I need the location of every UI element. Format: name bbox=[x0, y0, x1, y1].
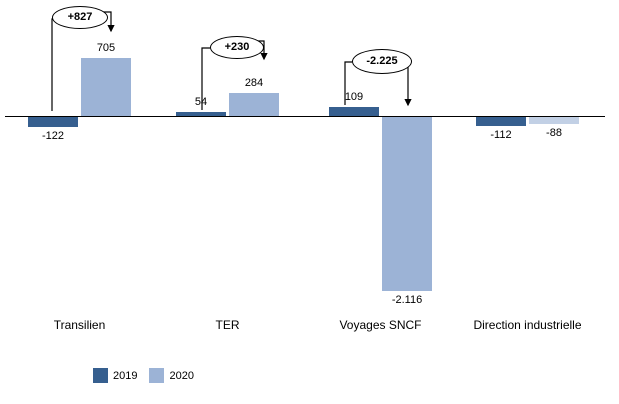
legend-label-2020: 2020 bbox=[169, 369, 194, 382]
value-label-2020-direction-industrielle: -88 bbox=[546, 127, 562, 140]
bar-2019-voyages-sncf bbox=[329, 107, 379, 116]
category-label-transilien: Transilien bbox=[53, 318, 106, 332]
value-label-2019-voyages-sncf: 109 bbox=[344, 91, 364, 104]
legend-swatch-2019 bbox=[93, 368, 108, 383]
bar-2019-ter bbox=[176, 111, 226, 116]
legend-swatch-2020 bbox=[149, 368, 165, 383]
bar-2020-direction-industrielle bbox=[529, 117, 579, 125]
category-label-ter: TER bbox=[215, 318, 240, 332]
value-label-2020-transilien: 705 bbox=[96, 42, 116, 55]
value-label-2020-voyages-sncf: -2.116 bbox=[391, 293, 423, 306]
legend-item-2020: 2020 bbox=[149, 368, 194, 383]
value-label-2020-ter: 284 bbox=[244, 76, 264, 89]
annotation-oval-transilien: +827 bbox=[52, 6, 108, 29]
bar-2019-direction-industrielle bbox=[476, 117, 526, 127]
annotation-oval-voyages-sncf: -2.225 bbox=[352, 49, 412, 74]
category-label-direction-industrielle: Direction industrielle bbox=[473, 318, 582, 332]
category-label-voyages-sncf: Voyages SNCF bbox=[339, 318, 422, 332]
bar-2019-transilien bbox=[28, 117, 78, 127]
bar-2020-transilien bbox=[81, 58, 131, 116]
zero-axis-line bbox=[5, 116, 605, 117]
annotation-label: -2.225 bbox=[366, 55, 398, 67]
value-label-2019-direction-industrielle: -112 bbox=[490, 129, 512, 142]
value-label-2019-ter: 54 bbox=[194, 95, 208, 108]
annotation-label: +230 bbox=[224, 41, 250, 53]
bar-2020-voyages-sncf bbox=[382, 117, 432, 291]
connector-transilien bbox=[51, 18, 53, 111]
legend-item-2019: 2019 bbox=[93, 368, 137, 383]
value-label-2019-transilien: -122 bbox=[41, 130, 65, 142]
bar-2020-ter bbox=[229, 92, 279, 116]
legend: 2019 2020 bbox=[93, 368, 194, 383]
legend-label-2019: 2019 bbox=[113, 369, 138, 382]
annotation-oval-ter: +230 bbox=[210, 36, 264, 59]
annotation-label: +827 bbox=[67, 11, 93, 23]
